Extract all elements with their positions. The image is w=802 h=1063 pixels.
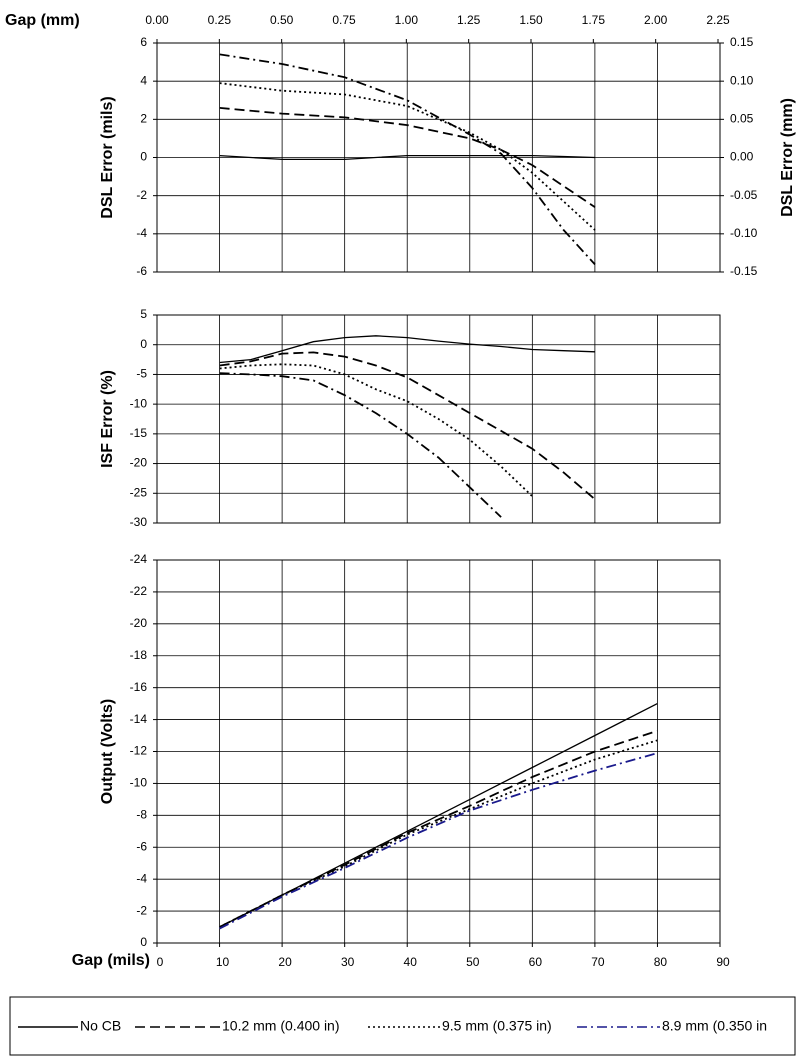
- y-tick-label: 4: [140, 73, 147, 87]
- y2-axis-title: DSL Error (mm): [779, 98, 796, 217]
- y-tick-label: 0: [140, 337, 147, 351]
- series-group: [219, 703, 658, 930]
- x2-tick-label: 0.00: [145, 13, 169, 27]
- series-group: [219, 53, 596, 266]
- y2-tick-label: -0.10: [730, 226, 758, 240]
- y-axis-title: DSL Error (mils): [99, 96, 116, 218]
- x-tick-label: 50: [466, 955, 480, 969]
- y-tick-label: -2: [136, 903, 147, 917]
- x2-tick-label: 1.00: [395, 13, 419, 27]
- x-axis-title: Gap (mils): [72, 952, 150, 969]
- y2-tick-label: -0.15: [730, 264, 758, 278]
- x2-tick-label: 0.50: [270, 13, 294, 27]
- series-line: [219, 107, 596, 208]
- x2-tick-label: 1.50: [519, 13, 543, 27]
- y-tick-label: -10: [130, 396, 148, 410]
- y2-tick-label: 0.05: [730, 112, 754, 126]
- x2-tick-label: 2.00: [644, 13, 668, 27]
- y-tick-label: 0: [140, 150, 147, 164]
- y-tick-label: -14: [130, 712, 148, 726]
- x2-tick-label: 0.75: [332, 13, 356, 27]
- y-tick-label: 6: [140, 35, 147, 49]
- x2-tick-label: 1.75: [582, 13, 606, 27]
- series-line: [219, 752, 658, 930]
- y2-tick-label: 0.00: [730, 150, 754, 164]
- y-tick-label: -4: [136, 871, 147, 885]
- y-tick-label: -24: [130, 552, 148, 566]
- series-line: [219, 739, 658, 928]
- y-tick-label: -5: [136, 367, 147, 381]
- y-tick-label: -25: [130, 485, 148, 499]
- y-axis-title: Output (Volts): [99, 699, 116, 804]
- legend-label: 9.5 mm (0.375 in): [442, 1018, 552, 1034]
- y-tick-label: -6: [136, 264, 147, 278]
- y-tick-label: -16: [130, 680, 148, 694]
- y-tick-label: -22: [130, 584, 148, 598]
- x-tick-label: 40: [404, 955, 418, 969]
- x-tick-label: 70: [591, 955, 605, 969]
- y-tick-label: -30: [130, 515, 148, 529]
- series-group: [219, 335, 596, 518]
- series-line: [219, 335, 595, 364]
- x-tick-label: 20: [278, 955, 292, 969]
- series-line: [219, 363, 533, 497]
- legend-label: No CB: [80, 1018, 121, 1034]
- y-tick-label: 0: [140, 935, 147, 949]
- y-tick-label: -2: [136, 188, 147, 202]
- y2-tick-label: 0.10: [730, 73, 754, 87]
- series-line: [219, 53, 596, 266]
- series-line: [219, 351, 596, 500]
- x2-tick-label: 2.25: [706, 13, 730, 27]
- y-tick-label: 5: [140, 307, 147, 321]
- x-tick-label: 0: [157, 955, 164, 969]
- series-line: [219, 372, 502, 518]
- y-tick-label: -18: [130, 648, 148, 662]
- y2-tick-label: 0.15: [730, 35, 754, 49]
- y-tick-label: -12: [130, 744, 148, 758]
- x-tick-label: 90: [716, 955, 730, 969]
- x2-axis-title: Gap (mm): [5, 12, 80, 29]
- x2-tick-label: 1.25: [457, 13, 481, 27]
- y-tick-label: 2: [140, 112, 147, 126]
- y-tick-label: -6: [136, 839, 147, 853]
- y-tick-label: -20: [130, 616, 148, 630]
- x-tick-label: 30: [341, 955, 355, 969]
- y-axis-title: ISF Error (%): [99, 370, 116, 468]
- x-tick-label: 60: [529, 955, 543, 969]
- y-tick-label: -20: [130, 456, 148, 470]
- legend-label: 8.9 mm (0.350 in: [662, 1018, 767, 1034]
- legend-box: [9, 996, 796, 1056]
- x2-tick-label: 0.25: [208, 13, 232, 27]
- series-line: [219, 154, 595, 161]
- legend-label: 10.2 mm (0.400 in): [222, 1018, 340, 1034]
- y-tick-label: -15: [130, 426, 148, 440]
- x-tick-label: 10: [216, 955, 230, 969]
- y-tick-label: -8: [136, 808, 147, 822]
- y-tick-label: -4: [136, 226, 147, 240]
- x-tick-label: 80: [654, 955, 668, 969]
- y-tick-label: -10: [130, 776, 148, 790]
- y2-tick-label: -0.05: [730, 188, 758, 202]
